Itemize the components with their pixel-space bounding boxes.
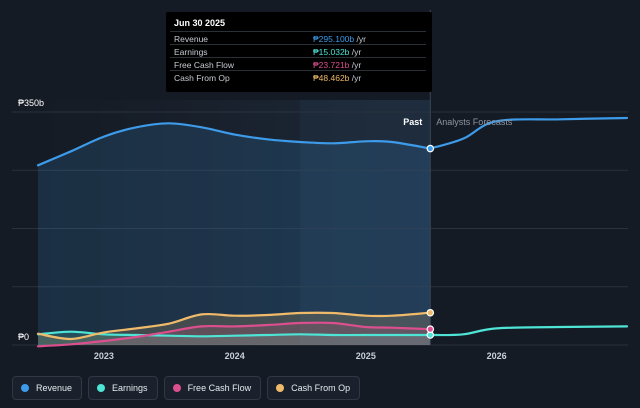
- y-tick-label: ₱350b: [18, 98, 44, 108]
- legend-dot-icon: [172, 384, 181, 392]
- tooltip-row-cash-from-op: Cash From Op ₱48.462b /yr: [170, 70, 426, 84]
- tooltip-row-free-cash-flow: Free Cash Flow ₱23.721b /yr: [170, 57, 426, 71]
- tooltip-row-earnings: Earnings ₱15.032b /yr: [170, 44, 426, 58]
- past-label: Past: [403, 117, 422, 127]
- line-earnings: [36, 330, 432, 338]
- forecast-label: Analysts Forecasts: [436, 117, 513, 127]
- marker-revenue: [426, 144, 435, 153]
- tooltip-value: ₱23.721b: [313, 60, 350, 70]
- line-cash-from-op: [36, 311, 432, 341]
- legend: Revenue Earnings Free Cash Flow Cash Fro…: [12, 376, 361, 400]
- tooltip: Jun 30 2025 Revenue ₱295.100b /yr Earnin…: [166, 12, 432, 92]
- chart: Past Analysts Forecasts ₱350b ₱0 2023 2024 202…: [12, 10, 629, 361]
- legend-item-earnings[interactable]: Earnings: [88, 376, 158, 400]
- tooltip-unit: /yr: [349, 60, 362, 70]
- legend-label: Cash From Op: [291, 383, 351, 393]
- line-free-cash-flow: [36, 321, 432, 348]
- tooltip-label: Earnings: [174, 47, 208, 57]
- tooltip-label: Revenue: [174, 34, 209, 44]
- legend-item-free-cash-flow[interactable]: Free Cash Flow: [163, 376, 262, 400]
- tooltip-unit: /yr: [349, 73, 362, 83]
- tooltip-value: ₱295.100b: [313, 34, 355, 44]
- tooltip-value: ₱48.462b: [313, 73, 350, 83]
- forecast-line-revenue: [429, 116, 629, 150]
- x-tick-label: 2023: [94, 351, 114, 361]
- area-revenue: [38, 123, 431, 345]
- legend-label: Free Cash Flow: [187, 383, 252, 393]
- tooltip-label: Cash From Op: [174, 73, 230, 83]
- x-tick-label: 2025: [356, 351, 376, 361]
- legend-dot-icon: [276, 384, 285, 392]
- area-free-cash-flow: [38, 322, 431, 347]
- line-revenue: [36, 122, 432, 167]
- legend-item-cash-from-op[interactable]: Cash From Op: [267, 376, 361, 400]
- marker-free-cash-flow: [426, 325, 435, 334]
- legend-dot-icon: [21, 384, 29, 392]
- forecast-line-earnings: [429, 325, 629, 337]
- tooltip-label: Free Cash Flow: [174, 60, 234, 70]
- x-tick-label: 2024: [225, 351, 245, 361]
- x-tick-label: 2026: [487, 351, 507, 361]
- legend-dot-icon: [97, 384, 106, 392]
- legend-label: Revenue: [36, 383, 73, 393]
- tooltip-date: Jun 30 2025: [174, 18, 226, 28]
- legend-item-revenue[interactable]: Revenue: [12, 376, 83, 400]
- tooltip-row-revenue: Revenue ₱295.100b /yr: [170, 31, 426, 45]
- tooltip-value: ₱15.032b: [313, 47, 350, 57]
- tooltip-unit: /yr: [354, 34, 366, 44]
- marker-cash-from-op: [426, 308, 435, 317]
- tooltip-unit: /yr: [349, 47, 362, 57]
- y-tick-label: ₱0: [18, 332, 29, 342]
- legend-label: Earnings: [112, 383, 148, 393]
